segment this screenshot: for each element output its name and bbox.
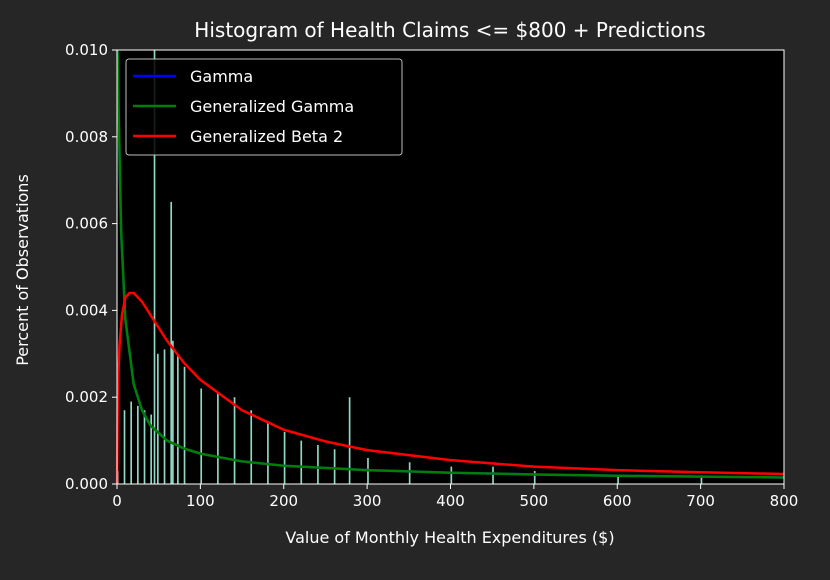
histogram-bar — [157, 353, 159, 484]
y-tick-label: 0.000 — [65, 475, 108, 493]
histogram-bar — [217, 392, 219, 484]
x-axis-ticks: 0 100 200 300 400 500 600 700 800 — [112, 484, 798, 510]
x-tick-label: 0 — [112, 492, 122, 510]
y-tick-label: 0.002 — [65, 388, 108, 406]
histogram-bar — [533, 470, 536, 484]
histogram-bar — [170, 201, 173, 484]
histogram-bar — [283, 431, 286, 484]
histogram-bar — [172, 340, 174, 484]
histogram-bar — [177, 353, 179, 484]
legend-box — [125, 58, 403, 156]
y-axis-title: Percent of Observations — [13, 174, 32, 366]
histogram-bar — [348, 397, 351, 484]
y-axis-ticks: 0.000 0.002 0.004 0.006 0.008 0.010 — [65, 41, 117, 493]
legend-label-gamma: Gamma — [190, 67, 253, 86]
legend-label-generalized-gamma: Generalized Gamma — [190, 97, 354, 116]
legend-label-generalized-beta-2: Generalized Beta 2 — [190, 127, 343, 146]
histogram-bar — [183, 366, 186, 484]
histogram-bar — [300, 440, 303, 484]
x-tick-label: 200 — [269, 492, 298, 510]
y-tick-label: 0.008 — [65, 128, 108, 146]
x-tick-label: 600 — [603, 492, 632, 510]
histogram-bar — [163, 349, 166, 484]
histogram-bar — [143, 410, 146, 484]
histogram-bar — [200, 388, 203, 484]
legend: Gamma Generalized Gamma Generalized Beta… — [125, 58, 403, 156]
histogram-bar — [150, 414, 153, 484]
series-line-generalized-beta-2 — [115, 291, 785, 485]
histogram-bar — [153, 50, 156, 484]
histogram-bar — [333, 449, 336, 484]
histogram-bar — [250, 410, 253, 484]
fitted-curves — [115, 49, 785, 485]
x-axis-title: Value of Monthly Health Expenditures ($) — [285, 528, 614, 547]
histogram-bar — [123, 410, 126, 484]
histogram-bar — [450, 466, 453, 484]
histogram-bar — [408, 462, 411, 484]
chart-title: Histogram of Health Claims <= $800 + Pre… — [194, 18, 705, 42]
histogram-bar — [317, 444, 319, 484]
x-tick-label: 100 — [186, 492, 215, 510]
x-tick-label: 400 — [436, 492, 465, 510]
histogram-bar — [492, 466, 494, 484]
y-tick-label: 0.006 — [65, 215, 108, 233]
histogram-bar — [233, 397, 236, 484]
histogram-bar — [700, 475, 703, 484]
histogram-bar — [617, 475, 619, 484]
histogram-bar — [130, 401, 133, 484]
y-tick-label: 0.004 — [65, 301, 108, 319]
series-line-generalized-gamma — [116, 49, 785, 479]
x-tick-label: 500 — [520, 492, 549, 510]
histogram-bar — [137, 405, 139, 484]
y-tick-label: 0.010 — [65, 41, 108, 59]
x-tick-label: 700 — [686, 492, 715, 510]
x-tick-label: 800 — [770, 492, 799, 510]
x-tick-label: 300 — [353, 492, 382, 510]
histogram-bar — [267, 423, 269, 484]
